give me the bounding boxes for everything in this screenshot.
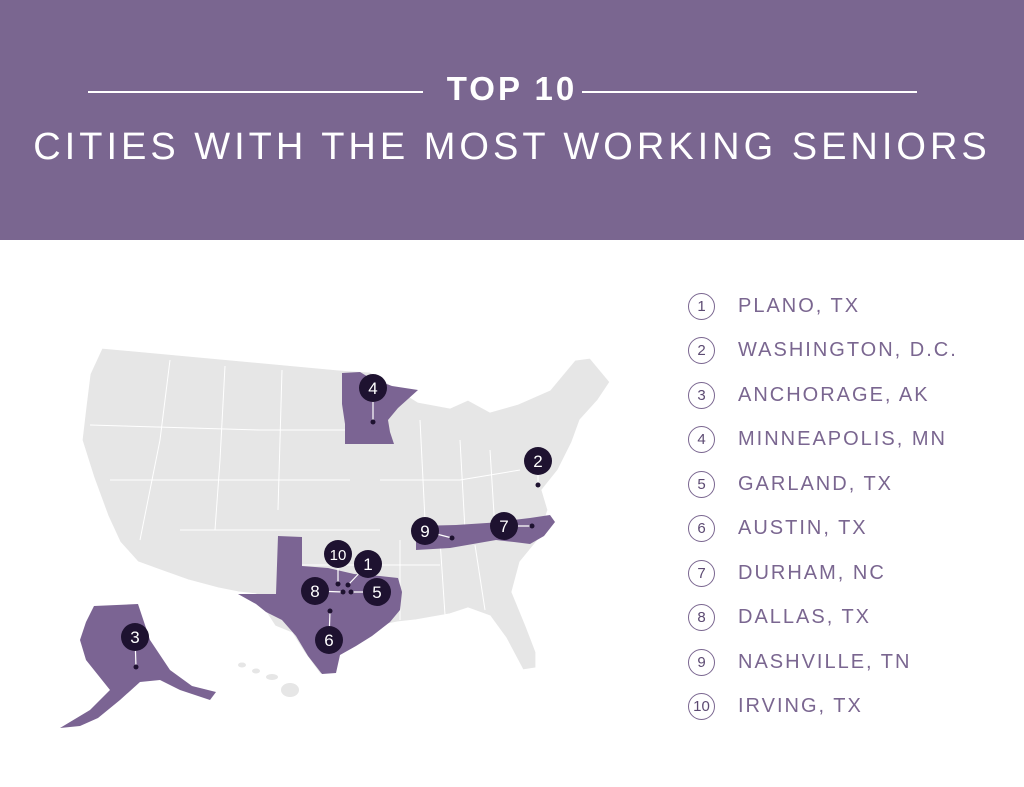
list-item: 5 GARLAND, TX xyxy=(688,462,958,507)
city-name: AUSTIN, TX xyxy=(738,517,868,540)
marker-10: 10 xyxy=(324,540,352,587)
marker-6-label: 6 xyxy=(324,631,333,650)
marker-9: 9 xyxy=(411,517,455,545)
marker-7-label: 7 xyxy=(499,517,508,536)
list-item: 9 NASHVILLE, TN xyxy=(688,640,958,685)
marker-6: 6 xyxy=(315,608,343,654)
rank-number: 2 xyxy=(688,337,715,365)
list-item: 7 DURHAM, NC xyxy=(688,551,958,596)
marker-1: 1 xyxy=(345,550,382,588)
rank-number: 1 xyxy=(688,292,715,320)
marker-3-label: 3 xyxy=(130,628,139,647)
marker-8: 8 xyxy=(301,577,346,605)
rank-number: 5 xyxy=(688,470,715,498)
marker-3: 3 xyxy=(121,623,149,670)
rank-number: 4 xyxy=(688,426,715,454)
us-map: 4 2 9 7 10 xyxy=(60,347,611,728)
header-rule-right xyxy=(582,91,917,93)
header-kicker: TOP 10 xyxy=(446,70,578,107)
list-item: 10 IRVING, TX xyxy=(688,685,958,730)
marker-2-label: 2 xyxy=(533,452,542,471)
page-title: CITIES WITH THE MOST WORKING SENIORS xyxy=(33,126,991,168)
rank-number: 10 xyxy=(688,693,715,721)
city-name: WASHINGTON, D.C. xyxy=(738,339,958,362)
marker-10-label: 10 xyxy=(330,547,347,564)
hawaii-state xyxy=(238,662,299,697)
map-markers: 4 2 9 7 10 xyxy=(121,374,552,670)
header-rule-left xyxy=(88,91,423,93)
rank-number: 6 xyxy=(688,515,715,543)
marker-4-label: 4 xyxy=(368,379,377,398)
list-item: 3 ANCHORAGE, AK xyxy=(688,373,958,418)
city-name: NASHVILLE, TN xyxy=(738,650,912,673)
city-name: DALLAS, TX xyxy=(738,606,872,629)
city-name: GARLAND, TX xyxy=(738,472,893,495)
header-banner: TOP 10 CITIES WITH THE MOST WORKING SENI… xyxy=(0,0,1024,240)
list-item: 2 WASHINGTON, D.C. xyxy=(688,329,958,374)
city-name: IRVING, TX xyxy=(738,695,863,718)
marker-2: 2 xyxy=(524,447,552,488)
marker-4: 4 xyxy=(359,374,387,425)
city-name: ANCHORAGE, AK xyxy=(738,383,930,406)
city-name: PLANO, TX xyxy=(738,294,861,317)
rank-number: 3 xyxy=(688,381,715,409)
marker-1-label: 1 xyxy=(363,555,372,574)
list-item: 4 MINNEAPOLIS, MN xyxy=(688,418,958,463)
marker-5-label: 5 xyxy=(372,583,381,602)
rank-number: 7 xyxy=(688,559,715,587)
list-item: 1 PLANO, TX xyxy=(688,284,958,329)
list-item: 8 DALLAS, TX xyxy=(688,596,958,641)
city-name: MINNEAPOLIS, MN xyxy=(738,428,947,451)
rank-number: 9 xyxy=(688,648,715,676)
marker-7: 7 xyxy=(490,512,535,540)
marker-9-label: 9 xyxy=(420,522,429,541)
texas-state xyxy=(238,536,402,674)
rank-number: 8 xyxy=(688,604,715,632)
ranking-list: 1 PLANO, TX 2 WASHINGTON, D.C. 3 ANCHORA… xyxy=(688,284,958,729)
list-item: 6 AUSTIN, TX xyxy=(688,507,958,552)
marker-8-label: 8 xyxy=(310,582,319,601)
marker-5: 5 xyxy=(348,578,391,606)
us-contiguous-base xyxy=(81,347,611,675)
city-name: DURHAM, NC xyxy=(738,561,886,584)
